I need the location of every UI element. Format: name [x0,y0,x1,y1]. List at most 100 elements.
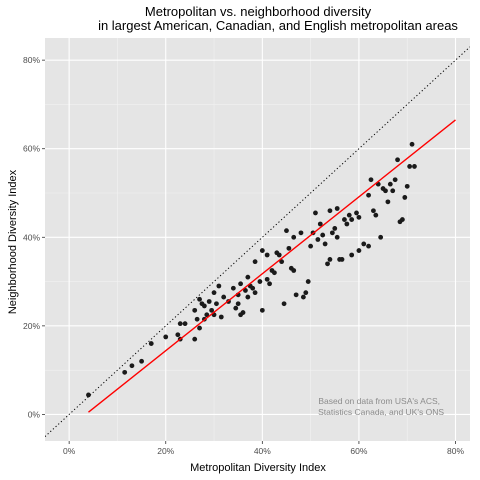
data-point [325,261,330,267]
data-point [197,325,202,331]
y-tick-label: 20% [23,321,40,331]
data-point [272,270,277,276]
data-point [409,141,415,147]
data-point [300,294,306,300]
data-point [313,210,318,216]
data-point [192,336,198,342]
data-point [291,234,297,240]
source-annotation-line-1: Based on data from USA's ACS, [318,396,440,406]
data-point [383,188,388,194]
y-axis-ticks: 0% 20% 40% 60% 80% [23,55,45,419]
data-point [221,294,227,300]
data-point [122,369,128,375]
data-point [366,243,371,249]
data-point [349,252,355,258]
data-point [390,188,396,194]
chart-subtitle: in largest American, Canadian, and Engli… [98,18,458,33]
data-point [303,290,309,296]
fit-line [88,119,456,413]
data-point [267,281,272,287]
data-point [327,208,333,214]
data-point [407,164,413,169]
data-point [163,334,169,340]
x-tick-label: 20% [157,446,174,456]
data-point [387,181,393,187]
chart-title: Metropolitan vs. neighborhood diversity [145,4,372,19]
source-annotation-line-2: Statistics Canada, and UK's ONS [318,407,444,417]
data-point [209,307,215,313]
data-point [320,232,326,238]
data-point [175,332,181,338]
data-point [197,296,202,302]
data-point [243,288,248,293]
x-tick-label: 0% [63,446,76,456]
data-point [327,257,333,262]
y-tick-label: 40% [23,232,40,242]
data-point [276,252,282,258]
identity-line [45,46,470,437]
data-point [218,314,224,320]
data-point [245,274,251,280]
x-axis-ticks: 0% 20% 40% 60% 80% [63,441,464,456]
data-point [235,301,241,307]
y-axis-title: Neighborhood Diversity Index [7,169,19,314]
plot-content [45,46,470,437]
data-point [291,268,297,273]
data-point [373,212,379,218]
data-point [264,252,270,258]
data-point [129,363,135,369]
data-point [252,259,258,265]
data-point [322,241,328,247]
data-point [245,294,251,300]
data-point [182,321,188,327]
data-point [240,310,246,315]
data-point [404,183,410,189]
data-point [250,285,256,291]
data-point [315,237,321,242]
data-point [238,281,243,287]
data-point [139,358,144,364]
data-point [399,217,405,222]
x-tick-label: 60% [350,446,367,456]
data-point [204,312,210,318]
data-point [257,279,263,284]
data-point [354,210,359,216]
data-point [192,307,198,313]
data-point [378,234,384,240]
data-point [214,301,219,307]
data-point [259,307,265,313]
data-point [308,243,314,249]
data-point [264,276,270,282]
data-point [286,245,292,251]
data-point [317,221,323,227]
data-point [395,157,400,163]
data-point [230,285,236,291]
grid-lines [45,38,470,441]
data-point [356,248,362,253]
data-point [148,341,154,346]
x-tick-label: 40% [254,446,271,456]
data-point [334,206,340,211]
data-point [177,321,183,327]
data-point [366,192,371,198]
data-point [201,303,207,309]
data-point [334,234,340,240]
data-point [216,283,222,289]
data-point [211,290,217,296]
data-point [412,164,417,169]
data-point [259,248,265,253]
data-point [342,217,347,222]
data-point [368,177,374,183]
data-point [279,259,285,265]
data-point [284,228,289,234]
data-point [349,217,355,222]
data-point [332,226,338,231]
y-tick-label: 0% [28,409,41,419]
data-point [206,299,212,304]
data-point [392,177,398,183]
data-point [356,214,362,220]
data-point [385,199,391,205]
data-point [329,230,335,236]
data-point [233,305,239,311]
